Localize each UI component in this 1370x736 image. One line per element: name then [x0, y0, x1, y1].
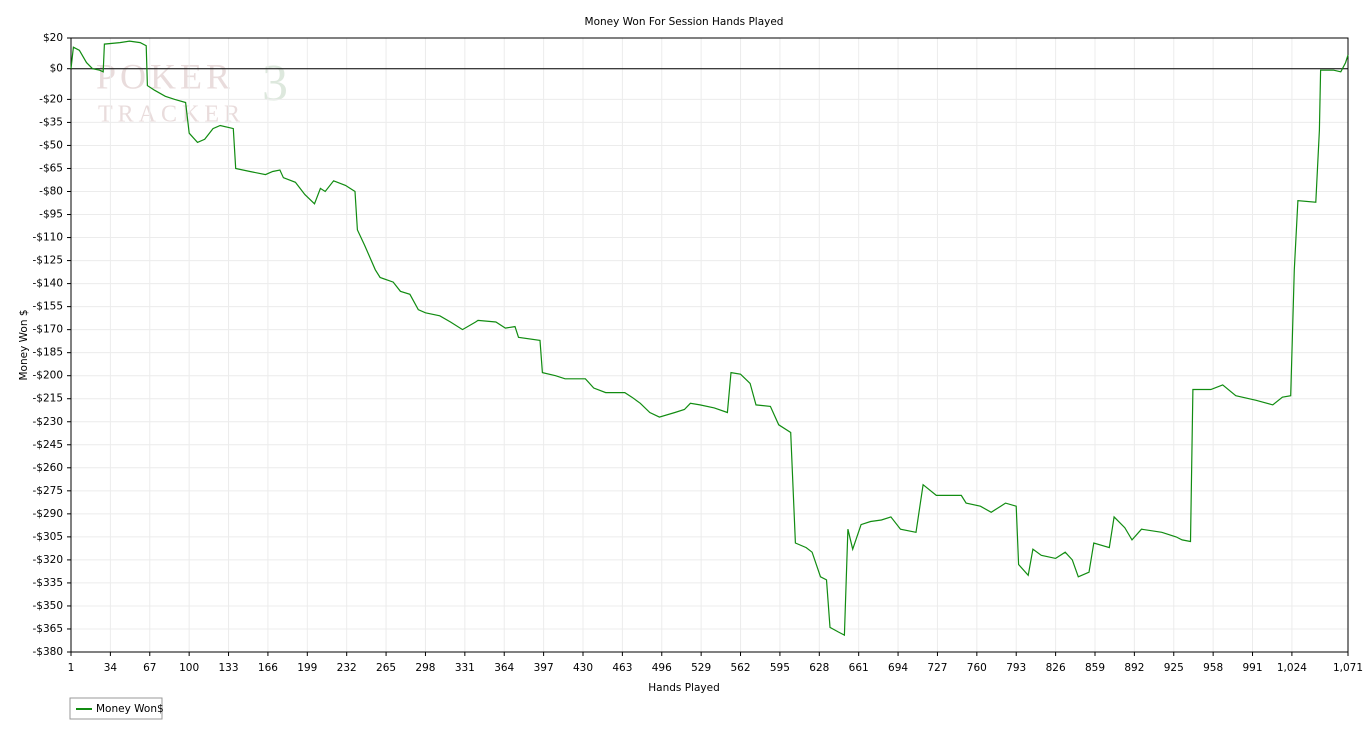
x-tick-label: 298 [415, 662, 435, 674]
x-tick-label: 133 [219, 662, 239, 674]
x-tick-label: 331 [455, 662, 475, 674]
x-tick-label: 34 [104, 662, 118, 674]
y-tick-label: -$305 [32, 531, 63, 543]
y-tick-label: -$365 [32, 623, 63, 635]
y-axis-label: Money Won $ [18, 309, 30, 380]
y-tick-label: -$35 [39, 116, 63, 128]
y-tick-label: $0 [50, 63, 63, 75]
watermark-top: POKER [96, 56, 234, 96]
x-tick-label: 826 [1046, 662, 1066, 674]
y-tick-label: -$140 [32, 278, 63, 290]
y-tick-label: -$80 [39, 186, 63, 198]
data-line [70, 40, 1349, 637]
y-tick-label: -$200 [32, 370, 63, 382]
x-tick-label: 793 [1006, 662, 1026, 674]
x-tick-label: 562 [731, 662, 751, 674]
y-tick-label: -$335 [32, 577, 63, 589]
x-tick-label: 628 [809, 662, 829, 674]
y-tick-label: -$260 [32, 462, 63, 474]
x-tick-label: 1,024 [1277, 662, 1307, 674]
y-tick-label: -$110 [32, 232, 63, 244]
legend-box [69, 697, 163, 720]
plot-frame [70, 37, 1349, 653]
x-tick-label: 199 [297, 662, 317, 674]
x-tick-label: 496 [652, 662, 672, 674]
y-tick-label: -$245 [32, 439, 63, 451]
x-tick-label: 166 [258, 662, 278, 674]
y-tick-label: -$170 [32, 324, 63, 336]
y-tick-label: -$50 [39, 139, 63, 151]
y-tick-label: -$290 [32, 508, 63, 520]
x-tick-label: 661 [849, 662, 869, 674]
x-tick-label: 958 [1203, 662, 1223, 674]
y-tick-label: -$215 [32, 393, 63, 405]
x-tick-label: 364 [494, 662, 514, 674]
x-tick-label: 397 [534, 662, 554, 674]
y-tick-label: -$320 [32, 554, 63, 566]
y-tick-label: -$155 [32, 301, 63, 313]
x-tick-label: 100 [179, 662, 199, 674]
y-tick-label: -$350 [32, 600, 63, 612]
x-tick-label: 892 [1124, 662, 1144, 674]
y-tick-label: -$230 [32, 416, 63, 428]
y-tick-label: -$20 [39, 93, 63, 105]
y-tick-label: -$275 [32, 485, 63, 497]
y-tick-label: -$185 [32, 347, 63, 359]
y-tick-label: -$380 [32, 646, 63, 658]
y-tick-label: -$95 [39, 209, 63, 221]
x-tick-label: 1,071 [1333, 662, 1363, 674]
y-tick-label: -$125 [32, 255, 63, 267]
x-tick-label: 859 [1085, 662, 1105, 674]
x-tick-label: 694 [888, 662, 908, 674]
y-tick-label: $20 [43, 32, 63, 44]
x-tick-label: 529 [691, 662, 711, 674]
x-tick-label: 727 [927, 662, 947, 674]
x-tick-label: 1 [68, 662, 75, 674]
x-axis-label: Hands Played [648, 682, 719, 694]
x-tick-label: 463 [612, 662, 632, 674]
watermark-mark: 3 [262, 55, 288, 112]
watermark-bottom: TRACKER [98, 102, 245, 128]
legend-label: Money Won$ [96, 703, 164, 715]
x-tick-label: 67 [143, 662, 156, 674]
y-tick-label: -$65 [39, 162, 63, 174]
x-tick-label: 265 [376, 662, 396, 674]
x-tick-label: 991 [1242, 662, 1262, 674]
x-tick-label: 232 [337, 662, 357, 674]
x-tick-label: 595 [770, 662, 790, 674]
x-tick-label: 760 [967, 662, 987, 674]
x-tick-label: 925 [1164, 662, 1184, 674]
chart-title: Money Won For Session Hands Played [585, 16, 784, 28]
x-tick-label: 430 [573, 662, 593, 674]
